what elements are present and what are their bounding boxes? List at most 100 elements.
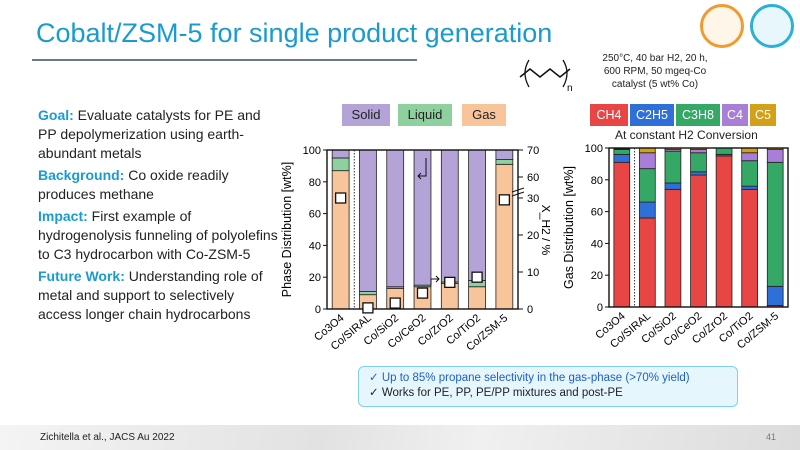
conversion-point (362, 302, 374, 314)
y-tick-label: 20 (309, 272, 321, 284)
bar-segment-c4 (639, 152, 656, 170)
legend-c4: C4 (722, 104, 748, 126)
bar-segment-solid (495, 149, 514, 160)
y-tick-label: 80 (591, 175, 603, 187)
impact-text: First example of hydrogenolysis funnelin… (38, 208, 278, 262)
bar-segment-c3h8 (715, 147, 733, 155)
conversion-point (334, 192, 347, 204)
bar-segment-gas (495, 163, 514, 310)
bar-segment-c4 (766, 149, 784, 163)
axis-break-icon (511, 187, 525, 197)
background-text: Co oxide readily produces methane (38, 167, 229, 202)
legend-c5: C5 (750, 104, 776, 126)
finding-2: ✓ Works for PE, PP, PE/PP mixtures and p… (369, 387, 623, 399)
background-label: Background: (38, 167, 125, 183)
conversion-point (389, 297, 401, 309)
conversion-point (416, 287, 429, 299)
title-divider (32, 59, 417, 61)
bar-segment-c3h8 (766, 161, 784, 287)
bar-segment-c3h8 (613, 149, 631, 155)
y2-tick-label: 20 (527, 230, 539, 242)
y2-tick-label: 0 (527, 304, 533, 316)
y-tick-label: 100 (585, 143, 603, 155)
bar-segment-c2h5 (741, 185, 758, 190)
y-tick-label: 40 (591, 238, 603, 250)
legend-c2h5: C2H5 (630, 104, 674, 126)
bar-segment-liquid (359, 291, 377, 296)
summary-text: Goal: Evaluate catalysts for PE and PP d… (38, 106, 278, 327)
gas-distribution-chart: Co3O4Co/SIRALCo/SiO2Co/CeO2Co/ZrO2Co/TiO… (562, 143, 789, 352)
finding-1: ✓ Up to 85% propane selectivity in the g… (369, 372, 690, 384)
phase-distribution-chart: Co3O4Co/SIRALCo/SiO2Co/CeO2Co/ZrO2Co/TiO… (280, 145, 550, 354)
bar-segment-c5 (639, 147, 656, 154)
arrow-to-right-axis-icon (430, 275, 440, 285)
y-tick-label: 60 (591, 207, 603, 219)
bar-segment-gas (468, 286, 486, 310)
gas-chart-title: At constant H2 Conversion (615, 128, 758, 142)
bar-segment-solid (359, 149, 377, 292)
goal-label: Goal: (38, 107, 74, 123)
y2-axis-label: X_H2 / % (539, 205, 550, 256)
y-tick-label: 60 (309, 209, 321, 221)
legend-solid: Solid (342, 104, 390, 126)
legend-liquid: Liquid (398, 104, 452, 126)
reaction-conditions: 250°C, 40 bar H2, 20 h, 600 RPM, 50 mgeq… (590, 52, 720, 91)
bar-segment-c4 (690, 149, 707, 154)
conversion-point (444, 276, 456, 289)
bar-segment-ch4 (690, 174, 707, 308)
plot-frame (326, 149, 519, 310)
bar-segment-solid (468, 149, 486, 281)
polyethylene-structure: n (519, 59, 573, 94)
y2-tick-label: 70 (527, 145, 539, 157)
bar-segment-c2h5 (766, 285, 784, 306)
citation: Zichitella et al., JACS Au 2022 (40, 432, 175, 443)
plot-frame (608, 147, 789, 308)
page-number: 41 (766, 432, 777, 442)
bar-segment-ch4 (741, 188, 758, 308)
bar-segment-c2h5 (664, 182, 682, 190)
repeat-subscript: n (567, 83, 573, 94)
bar-segment-c2h5 (690, 171, 707, 176)
bar-segment-ch4 (664, 188, 682, 308)
bar-segment-ch4 (613, 161, 631, 308)
conversion-point (471, 271, 483, 283)
y-axis-label: Gas Distribution [wt%] (562, 166, 576, 289)
bar-segment-gas (331, 170, 350, 310)
y2-tick-label: 60 (527, 172, 539, 184)
bar-segment-solid (386, 149, 405, 288)
bar-segment-solid (440, 149, 459, 283)
legend-ch4: CH4 (590, 104, 628, 126)
y2-tick-label: 10 (527, 267, 539, 279)
footer-bar (0, 425, 800, 450)
slide-title: Cobalt/ZSM-5 for single product generati… (36, 18, 553, 48)
y-tick-label: 0 (597, 302, 603, 314)
legend-c3h8: C3H8 (676, 104, 720, 126)
bar-segment-c3h8 (664, 150, 682, 184)
future-label: Future Work: (38, 268, 125, 284)
bar-segment-liquid (495, 159, 514, 165)
microscope-logo-icon (700, 4, 744, 48)
y2-tick-label: 30 (527, 193, 539, 205)
bar-segment-ch4 (715, 155, 733, 308)
legend-gas: Gas (462, 104, 506, 126)
bar-segment-solid (413, 149, 432, 286)
y-tick-label: 0 (315, 304, 321, 316)
bar-segment-c3h8 (690, 152, 707, 173)
bar-segment-c3h8 (639, 168, 656, 203)
bar-segment-solid (331, 149, 350, 159)
y-tick-label: 40 (309, 240, 321, 252)
condition-line: 250°C, 40 bar H2, 20 h, (602, 53, 708, 64)
y-tick-label: 100 (303, 145, 321, 157)
key-findings-callout: ✓ Up to 85% propane selectivity in the g… (358, 366, 738, 407)
y-tick-label: 80 (309, 177, 321, 189)
bar-segment-c4 (741, 152, 758, 162)
conversion-point (498, 194, 511, 206)
bar-segment-c2h5 (639, 201, 656, 219)
condition-line: catalyst (5 wt% Co) (611, 79, 699, 90)
bar-segment-c3h8 (741, 160, 758, 187)
future-text: Understanding role of metal and support … (38, 268, 263, 322)
arrow-to-left-axis-icon (417, 158, 427, 180)
y-axis-label: Phase Distribution [wt%] (280, 162, 294, 297)
bar-segment-c2h5 (613, 153, 631, 163)
bar-segment-liquid (331, 157, 350, 172)
